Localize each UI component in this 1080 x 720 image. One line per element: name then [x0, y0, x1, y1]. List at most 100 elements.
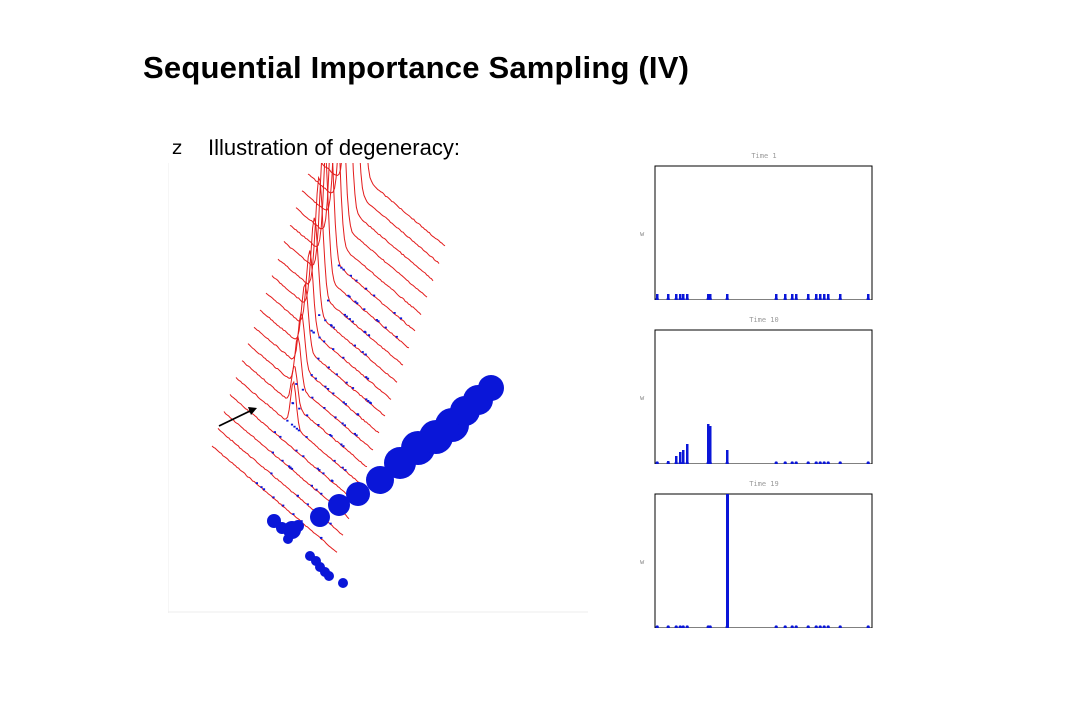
- particle-marker: [774, 297, 778, 301]
- bullet-item: z Illustration of degeneracy:: [172, 135, 460, 161]
- y-axis-label: w: [640, 230, 645, 238]
- particle-blob: [324, 571, 334, 581]
- particle-dot: [344, 469, 347, 471]
- particle-dot: [330, 324, 333, 327]
- particle-marker: [666, 297, 670, 301]
- particle-dot: [310, 374, 313, 376]
- particle-marker: [822, 625, 826, 629]
- particle-marker: [725, 297, 729, 301]
- weight-bar: [707, 424, 710, 464]
- weight-bar: [686, 444, 689, 464]
- particle-dot: [377, 320, 380, 323]
- particle-marker: [685, 297, 689, 301]
- particle-marker: [818, 297, 822, 301]
- particle-dot: [282, 504, 285, 507]
- particle-marker: [685, 461, 689, 465]
- particle-dot: [351, 387, 355, 389]
- particle-dot: [271, 451, 274, 454]
- particle-dot: [373, 294, 376, 297]
- particle-dot: [312, 331, 315, 334]
- particle-dot: [345, 315, 348, 318]
- particle-dot: [300, 520, 303, 522]
- particle-dot: [311, 396, 314, 399]
- weights-panel-time-10: Time 10 w: [636, 314, 876, 465]
- particle-dot: [333, 459, 336, 462]
- particle-marker: [790, 297, 794, 301]
- weight-bar: [656, 294, 659, 300]
- particle-dot: [353, 344, 356, 347]
- panel-title: Time 1: [751, 152, 776, 160]
- particle-dot: [281, 459, 284, 462]
- particle-dot: [316, 467, 319, 470]
- particle-marker: [666, 625, 670, 629]
- particle-dot: [393, 312, 396, 314]
- particle-marker: [708, 461, 712, 465]
- density-curve: [301, 163, 428, 298]
- plot-frame: [654, 165, 873, 301]
- panel-title: Time 19: [749, 480, 779, 488]
- particle-marker: [794, 297, 798, 301]
- particle-dot: [365, 398, 368, 401]
- particle-dot: [289, 466, 292, 469]
- particle-dot: [335, 373, 338, 376]
- panel-title: Time 10: [749, 316, 779, 324]
- particle-dot: [342, 356, 345, 359]
- particle-marker: [866, 625, 870, 629]
- density-curve: [295, 163, 422, 316]
- particle-dot: [366, 377, 370, 380]
- particle-marker: [822, 297, 826, 301]
- particle-dot: [342, 445, 345, 447]
- density-curve: [320, 163, 440, 264]
- particle-marker: [678, 461, 682, 465]
- particle-dot: [355, 279, 358, 282]
- particle-dot: [310, 484, 313, 487]
- particle-dot: [272, 496, 275, 499]
- particle-marker: [655, 297, 659, 301]
- particle-dot: [354, 300, 357, 303]
- particle-marker: [866, 461, 870, 465]
- particle-dot: [295, 383, 298, 385]
- particle-marker: [666, 461, 670, 465]
- particle-marker: [822, 461, 826, 465]
- density-curve: [265, 250, 392, 400]
- density-curve: [283, 163, 410, 349]
- particle-marker: [806, 461, 810, 465]
- weights-panel-time-19: Time 19 w: [636, 478, 876, 629]
- particle-dot: [361, 351, 364, 353]
- weight-bar: [775, 294, 778, 300]
- particle-dot: [329, 434, 332, 436]
- weight-bar: [709, 426, 712, 464]
- particle-dot: [335, 506, 339, 508]
- particle-dot: [298, 407, 301, 410]
- weight-bar: [867, 294, 870, 300]
- density-curve: [271, 217, 398, 383]
- particle-dot: [279, 435, 282, 438]
- particle-marker: [678, 625, 682, 629]
- weight-bar: [667, 294, 670, 300]
- particle-blob: [338, 578, 348, 588]
- weight-bar: [815, 294, 818, 300]
- particle-dot: [324, 518, 327, 521]
- particle-dot: [306, 503, 309, 506]
- particle-marker: [708, 297, 712, 301]
- particle-dot: [330, 435, 333, 437]
- y-axis-label: w: [640, 394, 645, 402]
- particle-dot: [297, 429, 300, 432]
- density-curve: [277, 175, 404, 366]
- particle-dot: [273, 431, 276, 433]
- particle-marker: [794, 625, 798, 629]
- particle-marker: [814, 625, 818, 629]
- particle-blob: [283, 534, 293, 544]
- particle-dot: [293, 425, 296, 428]
- particle-marker: [783, 625, 787, 629]
- particle-dot: [337, 264, 340, 267]
- weight-bar: [726, 450, 729, 464]
- particle-marker: [818, 625, 822, 629]
- particle-dot: [290, 467, 294, 470]
- density-curve: [259, 282, 386, 417]
- particle-dot: [347, 294, 350, 297]
- particle-dot: [375, 319, 378, 321]
- particle-marker: [806, 297, 810, 301]
- particle-marker: [674, 297, 678, 301]
- particle-blob: [292, 520, 304, 532]
